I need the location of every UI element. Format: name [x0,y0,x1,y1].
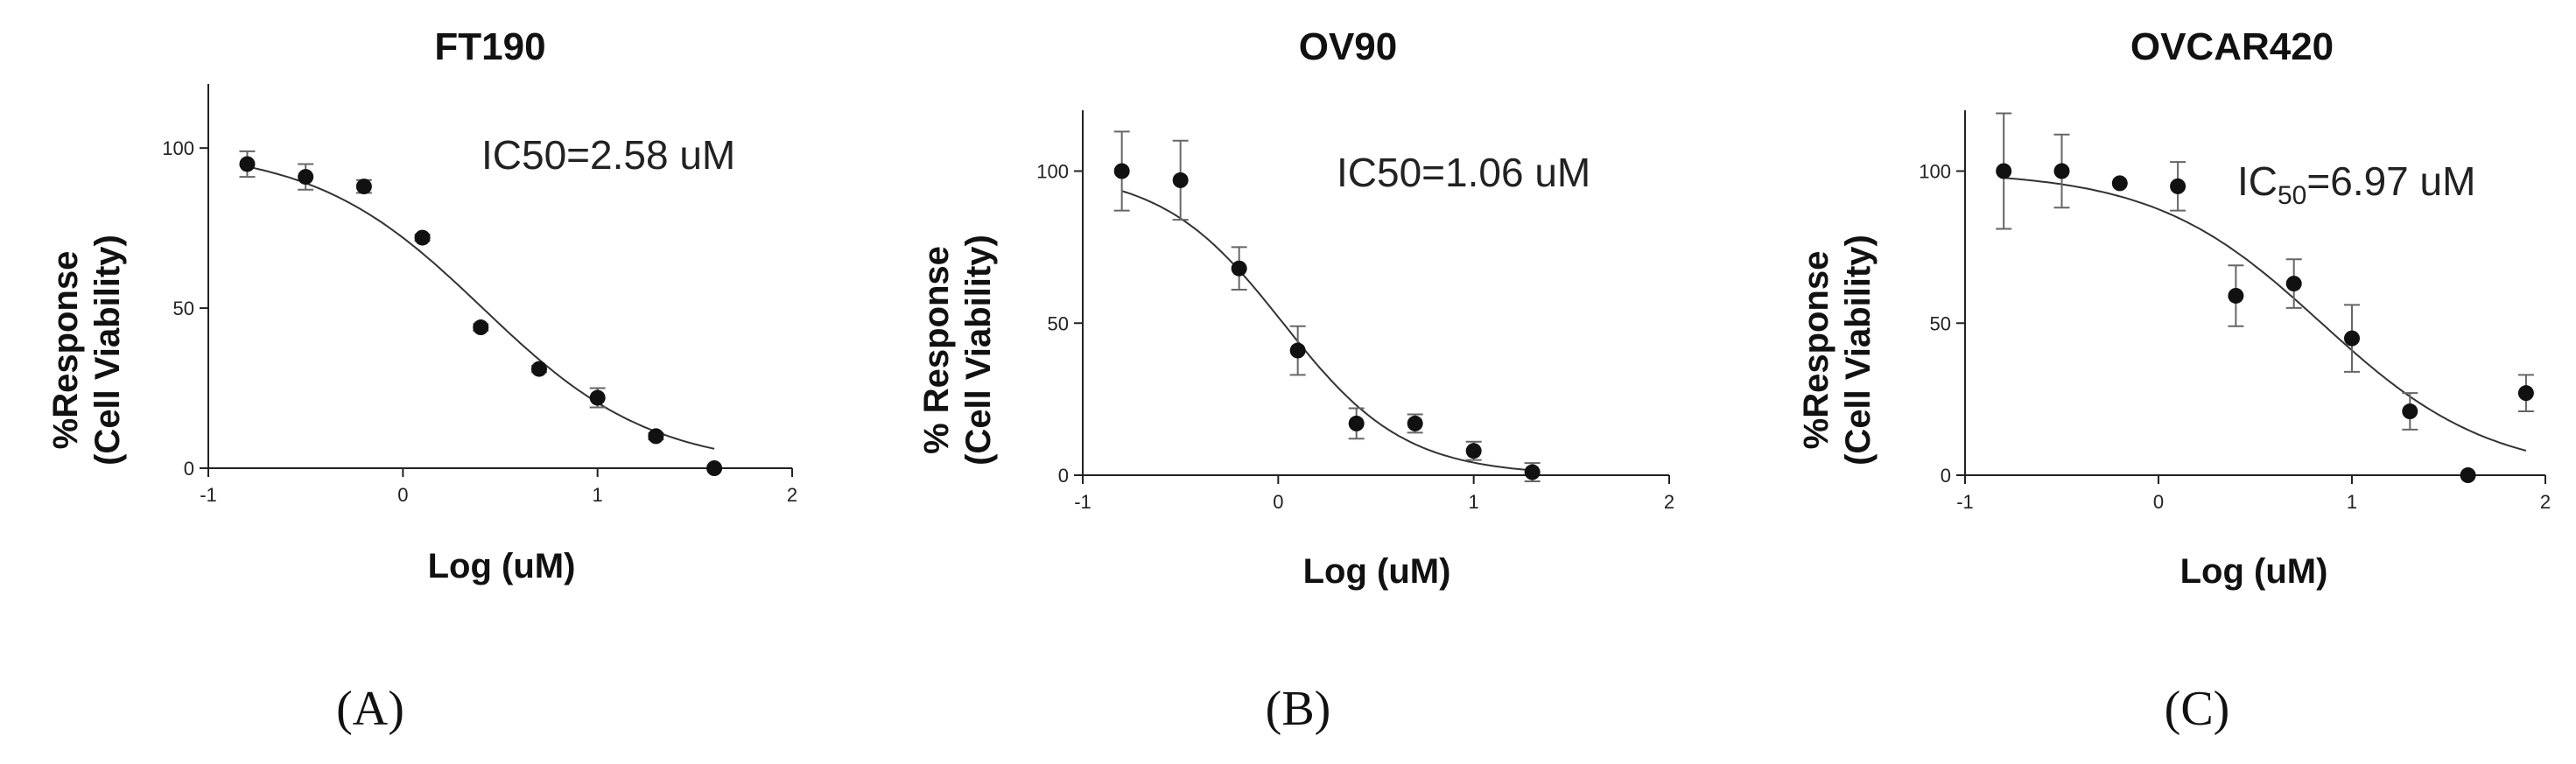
panel-c-letter: (C) [2165,682,2230,736]
panel-b-data-point [1465,443,1482,459]
panel-c-data-point [2053,163,2070,179]
panel-a-data-point [239,156,256,172]
panel-c-data-point [2228,287,2244,304]
panel-b-y-axis-label-line2: (Cell Viability) [959,235,998,466]
panel-b-data-point [1289,342,1306,359]
panel-a-y-tick-label: 0 [184,458,194,480]
panel-a-x-tick-label: 1 [593,484,603,506]
panel-a-data-point [414,229,431,246]
panel-a-data-point [706,460,723,476]
panel-a-data-point [648,428,664,445]
panel-a-ic50-annotation: IC50=2.58 uM [481,132,735,178]
panel-c-x-tick-label: 1 [2347,491,2357,513]
panel-a-x-axis-label: Log (uM) [428,547,576,585]
panel-a-plot: -1 0 1 2 0 50 100 [162,84,797,506]
panel-c-y-tick-label: 100 [1919,161,1951,183]
panel-c-data-point [2517,385,2534,402]
panel-a-y-tick-label: 100 [162,137,194,159]
panel-c-ic50-prefix: IC [2237,158,2278,204]
panel-c-data-point [2285,276,2302,292]
panel-c-fit-curve [2004,177,2527,452]
panel-a-x-tick-label: 0 [397,484,408,506]
panel-a-y-axis-label-line2: (Cell Viability) [88,235,127,466]
panel-b-title: OV90 [1299,25,1398,68]
panel-b-data-point [1348,415,1365,431]
panel-c-x-tick-label: 2 [2540,491,2551,513]
panel-c-ic50-annotation: IC50=6.97 uM [2237,158,2475,210]
panel-c-data-point [2170,178,2186,194]
panel-b-fit-curve [1121,190,1533,472]
panel-b-y-tick-label: 50 [1048,312,1069,334]
panel-c-x-axis-label: Log (uM) [2180,552,2328,591]
panel-b-y-tick-label: 100 [1036,161,1069,183]
panel-b-letter: (B) [1266,682,1331,736]
panel-a-title: FT190 [434,25,545,68]
panel-b-y-axis-label-line1: % Response [917,246,956,454]
panel-b-x-axis-label: Log (uM) [1303,552,1451,591]
panel-a-y-axis-label-line1: %Response [46,251,85,450]
panel-c-data-point [2111,175,2128,192]
panel-a-data-point [530,361,547,377]
panel-a-x-tick-label: 2 [787,484,797,506]
panel-a-data-point [355,179,372,195]
panel-c-x-tick-label: -1 [1956,491,1974,513]
panel-b-ic50-annotation: IC50=1.06 uM [1337,150,1590,195]
panel-c-y-tick-label: 50 [1930,312,1951,334]
panel-c-data-point [2460,467,2476,483]
panel-c-x-tick-label: 0 [2153,491,2164,513]
panel-c-data-point [1996,163,2012,179]
panel-b-data-point [1172,172,1189,188]
panel-b-data-point [1231,260,1247,277]
panel-b-data-point [1407,415,1423,431]
panel-c-ic50-subscript: 50 [2278,181,2306,210]
panel-b-x-tick-label: 1 [1469,491,1479,513]
panel-c-y-axis-label-line1: %Response [1797,251,1835,450]
panel-b-x-tick-label: 2 [1664,491,1674,513]
panel-c-y-axis-label-line2: (Cell Viability) [1839,235,1878,466]
panel-a-data-point [473,319,489,336]
panel-a-fit-curve [247,165,715,450]
panel-c-data-point [2402,403,2418,420]
panel-a-x-tick-label: -1 [200,484,217,506]
panel-a-data-point [298,169,314,186]
panel-a-y-tick-label: 50 [173,298,194,319]
panel-a-data-point [589,389,606,406]
panel-c-y-tick-label: 0 [1941,465,1951,487]
panel-b-data-point [1113,163,1130,179]
panel-a-letter: (A) [336,682,404,736]
panel-c-title: OVCAR420 [2130,25,2334,68]
panel-b-x-tick-label: -1 [1074,491,1091,513]
panel-c-data-point [2344,330,2360,347]
panel-b-y-tick-label: 0 [1058,465,1069,487]
panel-c-ic50-value: =6.97 uM [2306,158,2475,204]
panel-b-data-point [1524,464,1541,480]
panel-b-x-tick-label: 0 [1273,491,1283,513]
